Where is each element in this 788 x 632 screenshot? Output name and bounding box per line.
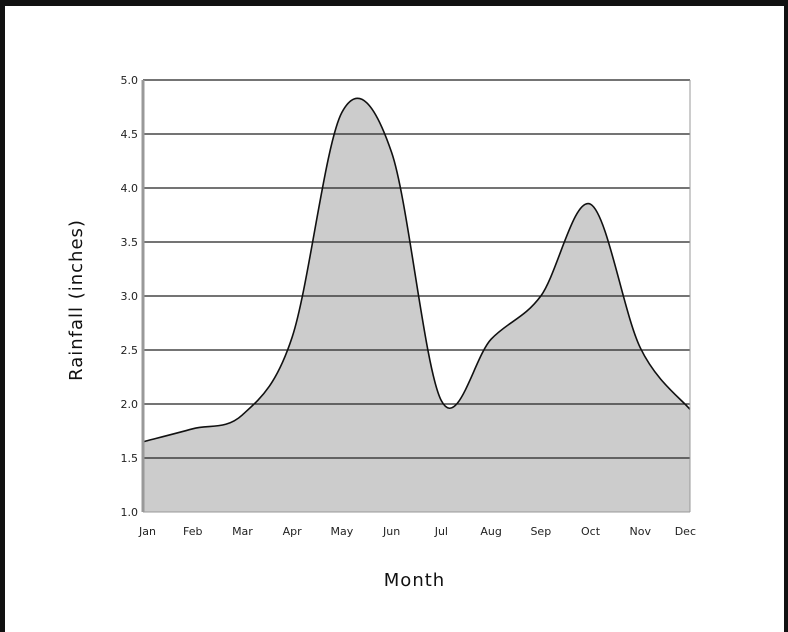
x-tick-label-nov: Nov [630,525,652,538]
line-layer [142,97,691,443]
x-tick-labels: Jan Feb Mar Apr May Jun Jul Aug Sep Oct Nov Dec [138,525,696,538]
y-axis-title: Rainfall (inches) [66,219,87,381]
y-tick-label-0: 1.0 [121,506,139,519]
x-axis-title: Month [384,570,445,591]
y-tick-label-8: 5.0 [121,74,139,87]
x-tick-label-jul: Jul [434,525,448,538]
x-tick-label-oct: Oct [581,525,601,538]
x-tick-label-may: May [331,525,354,538]
y-tick-label-1: 1.5 [121,452,139,465]
x-tick-label-feb: Feb [183,525,202,538]
rainfall-area [143,98,690,512]
x-tick-label-dec: Dec [675,525,696,538]
y-tick-label-6: 4.0 [121,182,139,195]
x-tick-label-sep: Sep [530,525,551,538]
axis-layer [141,79,691,513]
y-tick-label-7: 4.5 [121,128,139,141]
x-tick-label-mar: Mar [232,525,253,538]
rainfall-line [142,97,691,443]
y-tick-labels: 1.0 1.5 2.0 2.5 3.0 3.5 4.0 4.5 5.0 [121,74,139,519]
x-tick-label-jan: Jan [138,525,156,538]
x-tick-label-aug: Aug [480,525,501,538]
y-tick-label-4: 3.0 [121,290,139,303]
x-tick-label-apr: Apr [283,525,303,538]
grid-layer [143,133,690,459]
y-tick-label-2: 2.0 [121,398,139,411]
y-tick-label-5: 3.5 [121,236,139,249]
y-tick-label-3: 2.5 [121,344,139,357]
x-tick-label-jun: Jun [382,525,400,538]
area-layer [143,98,690,512]
